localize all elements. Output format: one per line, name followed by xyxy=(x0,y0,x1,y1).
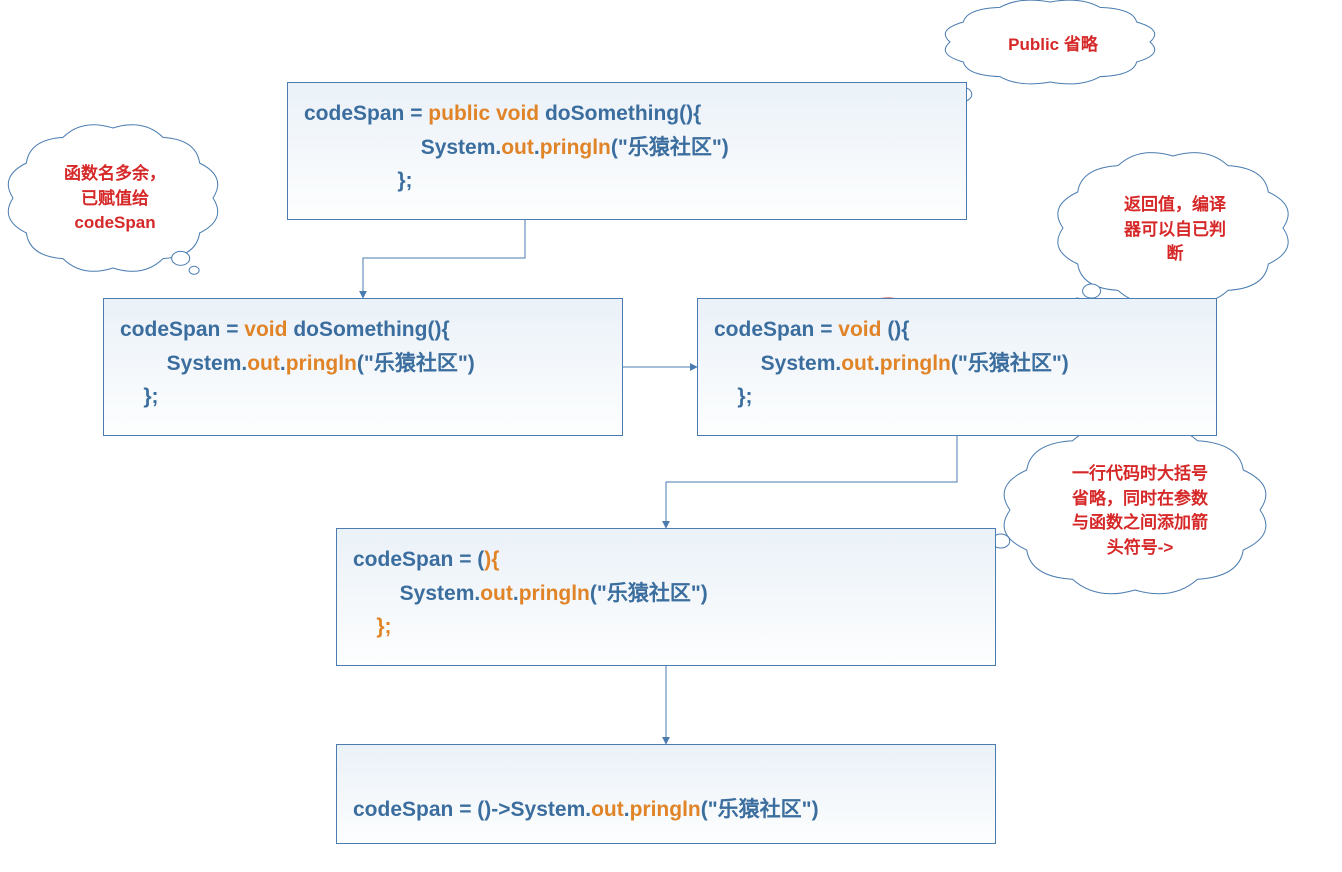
code-content: codeSpan = public void doSomething(){ Sy… xyxy=(304,97,950,198)
code-content: codeSpan = ()->System.out.pringln("乐猿社区"… xyxy=(353,759,979,826)
code-content: codeSpan = (){ System.out.pringln("乐猿社区"… xyxy=(353,543,979,644)
code-content: codeSpan = void (){ System.out.pringln("… xyxy=(714,313,1200,414)
code-box-4: codeSpan = (){ System.out.pringln("乐猿社区"… xyxy=(336,528,996,666)
code-content: codeSpan = void doSomething(){ System.ou… xyxy=(120,313,606,414)
code-box-3: codeSpan = void (){ System.out.pringln("… xyxy=(697,298,1217,436)
code-box-5: codeSpan = ()->System.out.pringln("乐猿社区"… xyxy=(336,744,996,844)
flow-arrow xyxy=(666,436,957,528)
callout-text-return: 返回值，编译 器可以自已判 断 xyxy=(1100,193,1250,267)
callout-text-funcname: 函数名多余， 已赋值给 codeSpan xyxy=(40,162,190,236)
callout-text-public: Public 省略 xyxy=(978,33,1128,58)
flow-arrow xyxy=(363,220,525,298)
code-box-2: codeSpan = void doSomething(){ System.ou… xyxy=(103,298,623,436)
callout-text-braces: 一行代码时大括号 省略，同时在参数 与函数之间添加箭 头符号-> xyxy=(1060,462,1220,561)
code-box-1: codeSpan = public void doSomething(){ Sy… xyxy=(287,82,967,220)
